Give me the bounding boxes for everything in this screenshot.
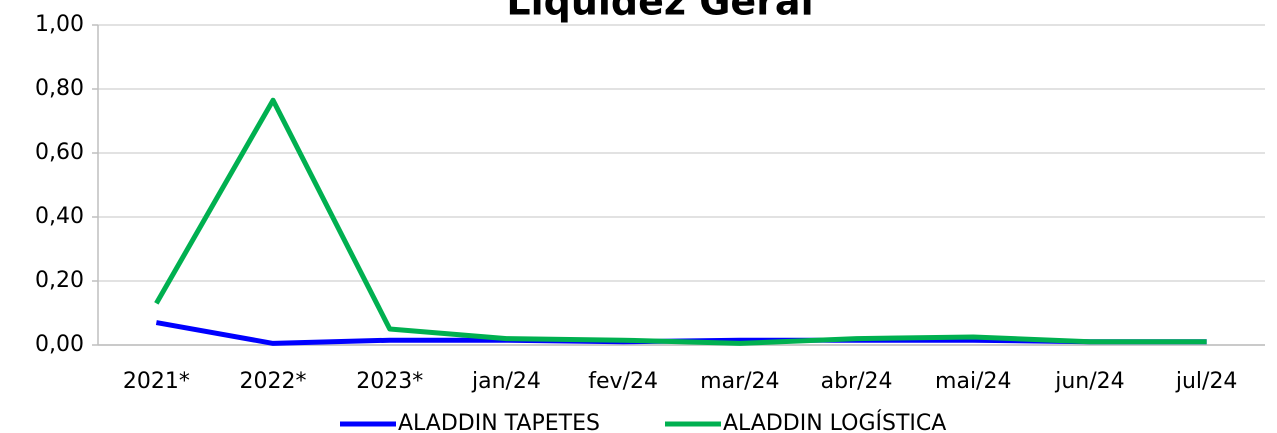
y-tick-label: 0,80 [35, 76, 84, 101]
y-tick-label: 0,60 [35, 140, 84, 165]
legend-label: ALADDIN LOGÍSTICA [723, 410, 946, 433]
y-tick-label: 0,20 [35, 268, 84, 293]
x-tick-label: mar/24 [700, 369, 779, 394]
y-tick-label: 0,40 [35, 204, 84, 229]
y-tick-label: 0,00 [35, 332, 84, 357]
x-tick-label: 2022* [240, 369, 307, 394]
legend-label: ALADDIN TAPETES [398, 411, 600, 433]
x-tick-label: fev/24 [588, 369, 658, 394]
series-line [154, 97, 1207, 346]
x-tick-label: 2023* [356, 369, 423, 394]
chart-title: Liquidez Geral [506, 0, 813, 24]
y-tick-label: 1,00 [35, 12, 84, 37]
x-tick-label: abr/24 [821, 369, 893, 394]
x-tick-label: jan/24 [471, 369, 541, 394]
x-tick-label: mai/24 [935, 369, 1011, 394]
x-tick-label: 2021* [123, 369, 190, 394]
x-tick-label: jun/24 [1054, 369, 1124, 394]
x-tick-label: jul/24 [1175, 369, 1238, 394]
